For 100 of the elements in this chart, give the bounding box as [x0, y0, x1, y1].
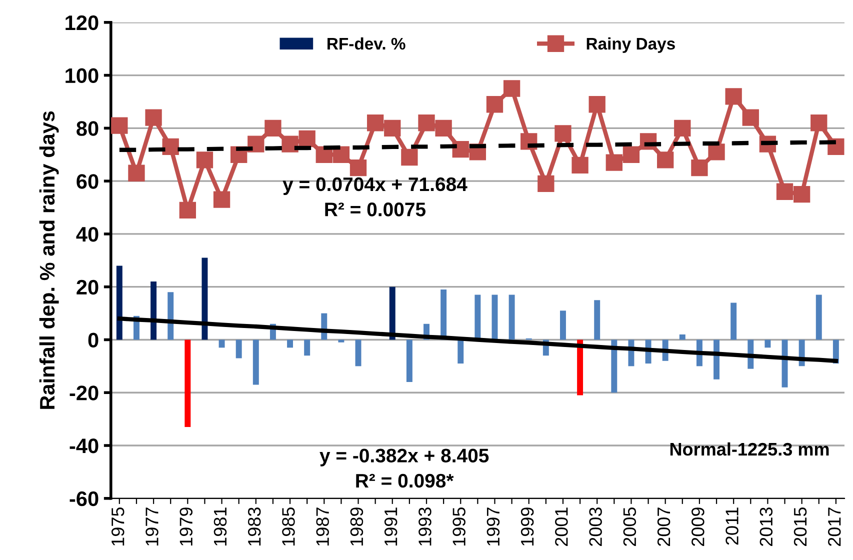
bar: [304, 340, 310, 356]
bar: [236, 340, 242, 358]
point: [282, 136, 298, 152]
x-tick-label: 2001: [555, 508, 568, 546]
bar: [116, 266, 122, 340]
annotation: y = 0.0704x + 71.684 R² = 0.0075: [282, 177, 468, 216]
bar: [764, 340, 771, 348]
x-tick-label: 1979: [180, 508, 193, 546]
point: [691, 160, 708, 176]
x-tick-label: 2005: [623, 507, 636, 546]
bar: [508, 294, 515, 340]
x-tick-label: 1977: [146, 508, 158, 546]
bar: [168, 292, 174, 340]
point: [384, 120, 401, 137]
point: [452, 141, 469, 158]
point: [248, 136, 264, 152]
x-tick-label: 1995: [452, 507, 466, 546]
point: [810, 114, 828, 132]
y-tick-label: -20: [70, 386, 98, 400]
legend-label: Rainy Days: [586, 37, 675, 53]
bar: [252, 340, 259, 385]
point: [332, 146, 350, 163]
x-tick-label: 2003: [589, 508, 602, 546]
y-tick-label: -40: [70, 438, 98, 454]
point: [128, 164, 145, 182]
y-tick-label: 20: [76, 280, 98, 295]
x-tick-label: 1997: [486, 508, 500, 546]
annotation: Normal-1225.3 mm: [670, 442, 829, 456]
x-tick-label: 1993: [418, 508, 432, 546]
y-tick-label: 100: [66, 68, 98, 84]
point: [657, 152, 674, 168]
bar: [287, 340, 294, 348]
point: [793, 186, 810, 203]
point: [588, 96, 606, 113]
bar: [355, 340, 362, 366]
x-tick-label: 2011: [726, 508, 738, 545]
bar: [150, 282, 157, 340]
point: [350, 160, 367, 176]
x-tick-label: 2017: [828, 508, 841, 546]
point: [725, 88, 742, 105]
bar: [816, 294, 822, 340]
point: [538, 175, 554, 192]
point: [213, 191, 230, 208]
bar: [389, 286, 396, 340]
x-tick-label: 2013: [760, 508, 773, 546]
point: [606, 154, 622, 171]
y-axis-title: Rainfall dep. % and rainy days: [39, 111, 59, 409]
x-tick-label: 1991: [384, 508, 398, 546]
x-tick-label: 2007: [657, 508, 670, 546]
annotation: y = -0.382x + 8.405 R² = 0.098*: [320, 448, 489, 488]
point: [742, 109, 759, 126]
bar: [560, 310, 566, 340]
x-tick-label: 1981: [214, 508, 227, 546]
y-tick-label: -60: [70, 491, 98, 506]
point: [366, 114, 384, 132]
point: [179, 202, 196, 218]
x-tick-label: 1989: [350, 508, 364, 546]
y-tick-label: 60: [76, 174, 98, 189]
bar: [611, 340, 618, 393]
bar: [679, 334, 686, 340]
point: [111, 117, 128, 134]
point: [503, 80, 520, 97]
x-tick-label: 2015: [794, 507, 807, 546]
point: [145, 109, 162, 126]
point: [572, 156, 588, 174]
line-series: [117, 316, 838, 363]
y-tick-label: 80: [76, 121, 98, 136]
x-tick-label: 2009: [692, 508, 704, 546]
bar: [594, 300, 600, 340]
point: [708, 144, 725, 160]
point: [622, 146, 640, 163]
x-tick-label: 1985: [282, 507, 295, 546]
point: [435, 120, 452, 137]
point: [776, 183, 794, 200]
bar: [458, 340, 464, 364]
point: [264, 120, 282, 137]
x-tick-label: 1987: [316, 508, 329, 546]
bar: [184, 340, 191, 427]
point: [418, 114, 435, 132]
x-tick-label: 1975: [111, 507, 124, 546]
x-tick-label: 1983: [248, 508, 261, 546]
point: [674, 120, 691, 137]
bar: [218, 340, 225, 348]
y-tick-label: 120: [66, 15, 98, 30]
legend-label: RF-dev. %: [328, 37, 406, 50]
point: [162, 138, 179, 156]
bar: [730, 302, 737, 340]
point: [196, 152, 214, 168]
point: [298, 130, 316, 148]
point: [401, 148, 418, 166]
bar: [202, 258, 208, 340]
bar: [577, 340, 584, 396]
bar: [338, 340, 344, 342]
point: [486, 96, 504, 113]
bar: [406, 340, 412, 382]
point: [554, 125, 572, 142]
y-tick-label: 40: [76, 226, 98, 242]
bar: [474, 294, 481, 340]
x-tick-label: 1999: [520, 508, 534, 546]
y-tick-label: 0: [88, 332, 98, 348]
